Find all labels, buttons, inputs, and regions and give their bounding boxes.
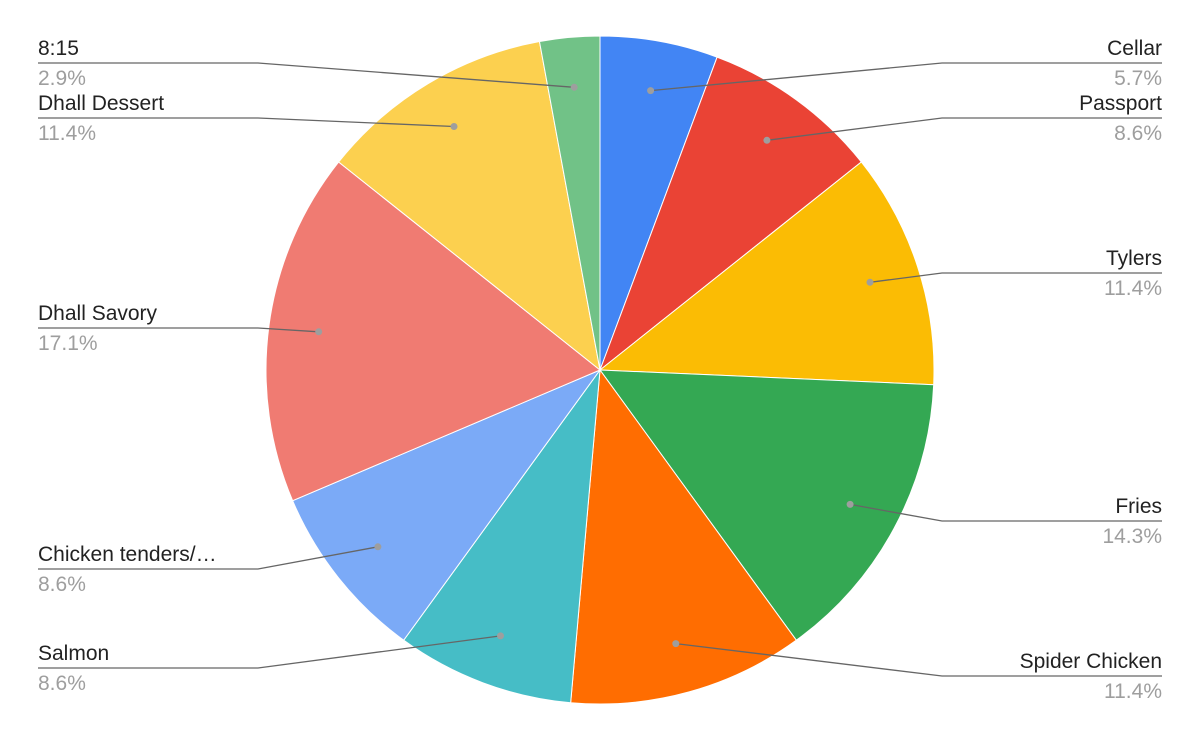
leader-dot-fries — [846, 500, 854, 508]
slice-label-dhall-savory: Dhall Savory — [38, 302, 158, 325]
leader-line-tylers — [869, 272, 1162, 283]
leader-line-chicken-tenders — [38, 546, 379, 570]
slice-label-tylers: Tylers — [1106, 247, 1162, 270]
leader-line-cellar — [650, 62, 1162, 92]
slice-percent-fries: 14.3% — [1102, 525, 1162, 548]
slice-label-chicken-tenders: Chicken tenders/… — [38, 543, 217, 566]
leader-line-fries — [849, 503, 1162, 522]
slice-labels: Cellar 5.7%Passport 8.6% Tylers 11.4% Fries 14… — [38, 37, 1162, 703]
leader-dot-dhall-savory — [315, 328, 323, 336]
pie-slice-chicken-tenders — [291, 368, 602, 641]
pie-slice-tylers — [598, 161, 935, 386]
slice-label-dhall-dessert: Dhall Dessert — [38, 92, 164, 115]
leader-line-salmon — [38, 635, 501, 669]
leader-dot-cellar — [647, 87, 655, 95]
slice-label-fries: Fries — [1115, 495, 1162, 518]
leader-lines — [38, 62, 1162, 677]
leader-dot-chicken-tenders — [374, 543, 382, 551]
slice-label-passport: Passport — [1079, 92, 1162, 115]
slice-percent-spider-chicken: 11.4% — [1104, 680, 1162, 703]
slice-percent-dhall-dessert: 11.4% — [38, 122, 96, 145]
pie-slice-dhall-dessert — [337, 40, 601, 372]
slice-percent-8-15: 2.9% — [38, 67, 86, 90]
slice-percent-cellar: 5.7% — [1114, 67, 1162, 90]
slice-percent-dhall-savory: 17.1% — [38, 332, 98, 355]
leader-line-dhall-dessert — [38, 117, 455, 128]
pie-slice-8-15 — [538, 35, 601, 371]
slice-label-spider-chicken: Spider Chicken — [1020, 650, 1162, 673]
pie-slice-spider-chicken — [570, 368, 798, 705]
leader-line-spider-chicken — [675, 642, 1162, 677]
leader-dot-passport — [763, 136, 771, 144]
pie-slice-salmon — [402, 368, 601, 704]
slice-label-8-15: 8:15 — [38, 37, 79, 60]
leader-line-passport — [766, 117, 1162, 141]
leader-dot-8-15 — [570, 83, 578, 91]
slice-percent-passport: 8.6% — [1114, 122, 1162, 145]
pie-slice-passport — [598, 56, 863, 372]
leader-dot-salmon — [497, 632, 504, 640]
leader-line-dhall-savory — [38, 327, 319, 333]
slice-percent-salmon: 8.6% — [38, 672, 86, 695]
slice-label-salmon: Salmon — [38, 642, 109, 665]
leader-dot-spider-chicken — [672, 640, 680, 648]
pie-slices — [265, 35, 935, 705]
leader-dot-tylers — [866, 278, 874, 286]
leader-line-8-15 — [38, 62, 575, 88]
leader-dot-dhall-dessert — [450, 123, 458, 130]
slice-percent-chicken-tenders: 8.6% — [38, 573, 86, 596]
pie-slice-dhall-savory — [265, 161, 601, 502]
slice-label-cellar: Cellar — [1107, 37, 1162, 60]
slice-percent-tylers: 11.4% — [1104, 277, 1162, 300]
pie-slice-fries — [598, 369, 935, 641]
